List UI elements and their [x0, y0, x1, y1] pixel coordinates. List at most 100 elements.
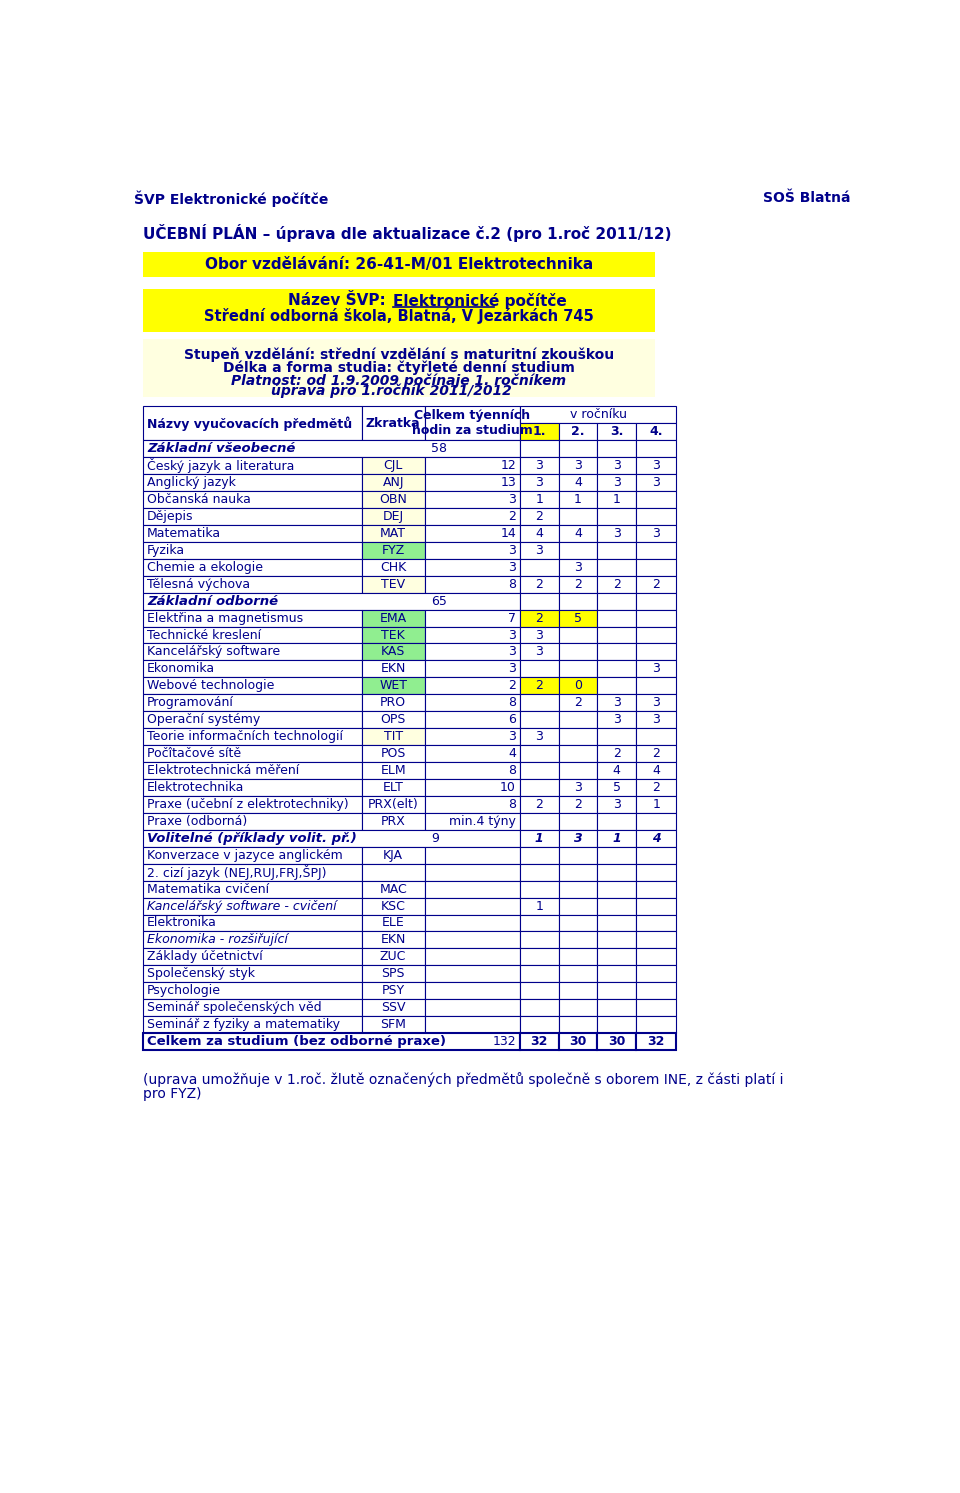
Bar [597, 660, 636, 678]
Bar [362, 660, 424, 678]
Bar [362, 729, 424, 745]
Bar [636, 1017, 677, 1033]
Bar [143, 932, 362, 948]
Bar [143, 711, 362, 729]
Text: 2. cizí jazyk (NEJ,RUJ,FRJ,ŠPJ): 2. cizí jazyk (NEJ,RUJ,FRJ,ŠPJ) [147, 864, 326, 879]
Text: PRO: PRO [380, 696, 406, 709]
Bar [362, 627, 424, 643]
Text: Praxe (odborná): Praxe (odborná) [147, 815, 248, 827]
Bar [597, 881, 636, 897]
Bar [362, 812, 424, 830]
Bar [636, 999, 677, 1017]
Bar [559, 948, 597, 966]
Bar [520, 711, 559, 729]
Bar [143, 999, 362, 1017]
Bar [559, 457, 597, 475]
Text: 3: 3 [536, 543, 543, 557]
Text: Platnost: od 1.9.2009 počínaje 1. ročníkem: Platnost: od 1.9.2009 počínaje 1. ročník… [231, 373, 566, 388]
Bar [636, 475, 677, 491]
Bar [143, 761, 362, 779]
Bar [520, 558, 559, 576]
Bar [636, 915, 677, 932]
Bar [636, 643, 677, 660]
Text: Obor vzdělávání: 26-41-M/01 Elektrotechnika: Obor vzdělávání: 26-41-M/01 Elektrotechn… [204, 257, 593, 272]
Bar [520, 761, 559, 779]
Text: Názvy vyučovacích předmětů: Názvy vyučovacích předmětů [147, 417, 352, 430]
Bar [636, 863, 677, 881]
Bar [143, 1017, 362, 1033]
Bar [597, 558, 636, 576]
Bar [636, 491, 677, 508]
Bar [520, 475, 559, 491]
Bar [520, 643, 559, 660]
Text: 1: 1 [612, 493, 621, 506]
Bar [559, 897, 597, 915]
Bar [520, 440, 559, 457]
Bar [362, 796, 424, 812]
Bar [597, 847, 636, 863]
Bar [636, 609, 677, 627]
Text: 2: 2 [574, 696, 582, 709]
Bar [362, 694, 424, 711]
Text: Konverzace v jazyce anglickém: Konverzace v jazyce anglickém [147, 848, 343, 861]
Bar [362, 863, 424, 881]
Bar [597, 999, 636, 1017]
Bar [143, 779, 362, 796]
Bar [143, 643, 362, 660]
Text: PRX(elt): PRX(elt) [368, 797, 419, 811]
Bar [424, 526, 520, 542]
Text: Společenský styk: Společenský styk [147, 967, 255, 981]
Bar [362, 982, 424, 999]
Text: EMA: EMA [379, 612, 407, 624]
Bar [636, 711, 677, 729]
Bar [559, 863, 597, 881]
Text: 32: 32 [531, 1035, 548, 1048]
Bar [143, 558, 362, 576]
Text: Občanská nauka: Občanská nauka [147, 493, 251, 506]
Bar [597, 779, 636, 796]
Text: 4: 4 [653, 764, 660, 776]
Bar [143, 457, 362, 475]
Bar [424, 406, 520, 440]
Bar [559, 558, 597, 576]
Bar [559, 475, 597, 491]
Bar [636, 881, 677, 897]
Text: 0: 0 [574, 679, 582, 693]
Text: 4: 4 [536, 527, 543, 540]
Text: SOŠ Blatná: SOŠ Blatná [762, 191, 850, 205]
Bar [597, 609, 636, 627]
Bar [362, 406, 424, 440]
Text: 1: 1 [536, 900, 543, 912]
Text: OPS: OPS [380, 714, 406, 726]
Bar [362, 542, 424, 558]
Text: Celkem týenních
hodin za studium: Celkem týenních hodin za studium [412, 409, 533, 437]
Text: (uprava umožňuje v 1.roč. žlutě označených předmětů společně s oborem INE, z čás: (uprava umožňuje v 1.roč. žlutě označený… [143, 1072, 783, 1087]
Bar [597, 1033, 636, 1050]
Bar [559, 627, 597, 643]
Bar [424, 711, 520, 729]
Bar [520, 542, 559, 558]
Bar [559, 491, 597, 508]
Bar [520, 745, 559, 761]
Text: Operační systémy: Operační systémy [147, 714, 260, 726]
Text: 3: 3 [612, 527, 621, 540]
Bar [636, 966, 677, 982]
Text: 3: 3 [653, 460, 660, 472]
Bar [520, 1017, 559, 1033]
Bar [559, 526, 597, 542]
Text: 12: 12 [500, 460, 516, 472]
Bar [597, 761, 636, 779]
Bar [362, 999, 424, 1017]
Bar [520, 457, 559, 475]
Text: 3: 3 [574, 832, 583, 845]
Text: 4: 4 [652, 832, 660, 845]
Bar [559, 508, 597, 526]
Bar [597, 643, 636, 660]
Text: Fyzika: Fyzika [147, 543, 185, 557]
Bar [636, 526, 677, 542]
Text: Elektrotechnická měření: Elektrotechnická měření [147, 764, 300, 776]
Text: 8: 8 [508, 578, 516, 591]
Bar [636, 761, 677, 779]
Text: 1: 1 [535, 832, 543, 845]
Text: 3: 3 [508, 730, 516, 744]
